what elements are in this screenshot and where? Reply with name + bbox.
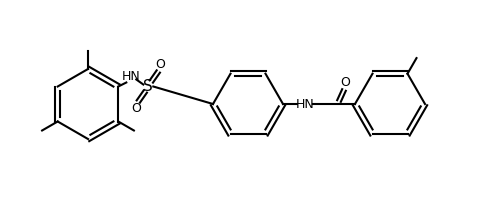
- Text: S: S: [144, 79, 153, 94]
- Text: HN: HN: [122, 70, 141, 83]
- Text: HN: HN: [296, 98, 314, 110]
- Text: O: O: [340, 76, 350, 88]
- Text: O: O: [155, 58, 165, 71]
- Text: O: O: [131, 102, 141, 115]
